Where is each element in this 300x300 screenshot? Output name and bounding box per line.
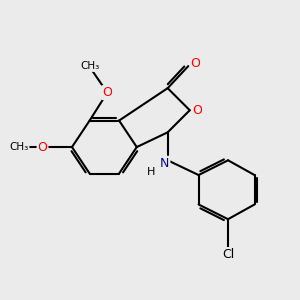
Text: O: O [191,57,201,70]
Text: O: O [102,86,112,99]
Text: O: O [192,104,202,117]
Text: CH₃: CH₃ [9,142,28,152]
Text: Cl: Cl [222,248,234,261]
Text: H: H [147,167,156,177]
Text: O: O [38,141,47,154]
Text: CH₃: CH₃ [80,61,99,71]
Text: N: N [160,157,169,170]
